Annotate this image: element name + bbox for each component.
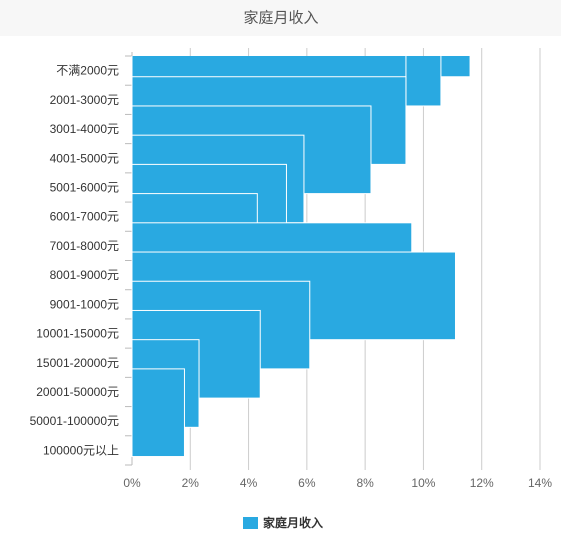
y-axis-label: 8001-9000元: [50, 268, 119, 282]
y-axis-label: 20001-50000元: [36, 385, 119, 399]
y-axis-label: 10001-15000元: [36, 327, 119, 341]
y-axis-label: 2001-3000元: [50, 93, 119, 107]
chart-title: 家庭月收入: [243, 10, 318, 27]
y-axis-label: 不满2000元: [56, 64, 119, 78]
bar: [131, 368, 185, 458]
x-axis-label: 10%: [411, 476, 435, 490]
legend-label: 家庭月收入: [263, 515, 323, 530]
bar-series: [131, 56, 471, 458]
legend-item[interactable]: 家庭月收入: [243, 515, 323, 530]
x-axis-label: 2%: [182, 476, 200, 490]
y-axis: [125, 52, 133, 466]
x-axis-label: 8%: [356, 476, 374, 490]
y-axis-label: 3001-4000元: [50, 122, 119, 136]
y-axis-label: 50001-100000元: [30, 414, 119, 428]
y-axis-label: 7001-8000元: [50, 239, 119, 253]
y-axis-label: 100000元以上: [43, 443, 119, 457]
y-axis-label: 9001-1000元: [50, 297, 119, 311]
title-band: [0, 0, 561, 36]
x-axis-labels: 0% 2% 4% 6% 8% 10% 12% 14%: [123, 476, 552, 490]
x-axis-label: 4%: [240, 476, 258, 490]
x-axis-label: 12%: [470, 476, 494, 490]
legend-swatch: [243, 517, 258, 529]
y-axis-label: 5001-6000元: [50, 180, 119, 194]
x-axis-label: 6%: [298, 476, 316, 490]
x-axis-label: 0%: [123, 476, 141, 490]
y-axis-label: 6001-7000元: [50, 210, 119, 224]
x-axis-label: 14%: [528, 476, 552, 490]
y-axis-label: 4001-5000元: [50, 151, 119, 165]
y-axis-label: 15001-20000元: [36, 356, 119, 370]
y-axis-labels: 不满2000元 2001-3000元 3001-4000元 4001-5000元 500…: [30, 64, 119, 458]
